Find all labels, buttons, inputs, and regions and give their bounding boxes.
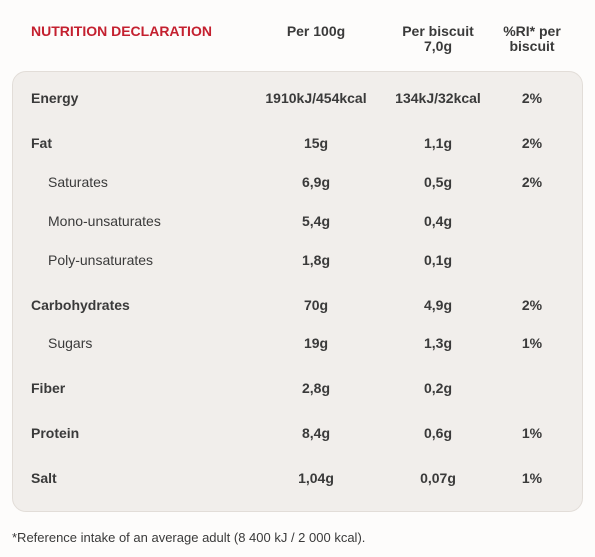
cell-value: 2,8g bbox=[301, 380, 331, 396]
row-label: Poly-unsaturates bbox=[48, 252, 154, 268]
cell-value: 2% bbox=[521, 174, 543, 190]
column-header: Per 100g bbox=[286, 23, 346, 39]
cell-value: 1,1g bbox=[423, 135, 453, 151]
cell-value: 2% bbox=[521, 135, 543, 151]
row-label: Mono-unsaturates bbox=[48, 213, 161, 229]
cell-value: 8,4g bbox=[301, 425, 331, 441]
cell-value: 0,2g bbox=[423, 380, 453, 396]
row-label: Protein bbox=[31, 425, 80, 441]
table-panel bbox=[12, 71, 583, 512]
cell-value: 1,04g bbox=[298, 470, 334, 486]
row-label: Salt bbox=[31, 470, 57, 486]
cell-value: 134kJ/32kcal bbox=[395, 90, 481, 106]
cell-value: 1,8g bbox=[301, 252, 331, 268]
cell-value: 1% bbox=[521, 470, 543, 486]
column-header: Per biscuit 7,0g bbox=[402, 23, 474, 54]
cell-value: 4,9g bbox=[423, 297, 453, 313]
cell-value: 19g bbox=[303, 335, 329, 351]
cell-value: 1% bbox=[521, 335, 543, 351]
cell-value: 0,6g bbox=[423, 425, 453, 441]
cell-value: 1910kJ/454kcal bbox=[265, 90, 367, 106]
cell-value: 2% bbox=[521, 90, 543, 106]
column-header: %RI* per biscuit bbox=[503, 23, 561, 54]
footnote: *Reference intake of an average adult (8… bbox=[12, 530, 366, 545]
cell-value: 0,5g bbox=[423, 174, 453, 190]
row-label: Carbohydrates bbox=[31, 297, 130, 313]
cell-value: 5,4g bbox=[301, 213, 331, 229]
cell-value: 1% bbox=[521, 425, 543, 441]
row-label: Sugars bbox=[48, 335, 93, 351]
cell-value: 6,9g bbox=[301, 174, 331, 190]
row-label: Energy bbox=[31, 90, 79, 106]
cell-value: 0,4g bbox=[423, 213, 453, 229]
cell-value: 70g bbox=[303, 297, 329, 313]
row-label: Fat bbox=[31, 135, 52, 151]
cell-value: 15g bbox=[303, 135, 329, 151]
cell-value: 0,07g bbox=[420, 470, 456, 486]
row-label: Saturates bbox=[48, 174, 108, 190]
row-label: Fiber bbox=[31, 380, 66, 396]
cell-value: 0,1g bbox=[423, 252, 453, 268]
title: NUTRITION DECLARATION bbox=[31, 23, 212, 39]
cell-value: 1,3g bbox=[423, 335, 453, 351]
cell-value: 2% bbox=[521, 297, 543, 313]
